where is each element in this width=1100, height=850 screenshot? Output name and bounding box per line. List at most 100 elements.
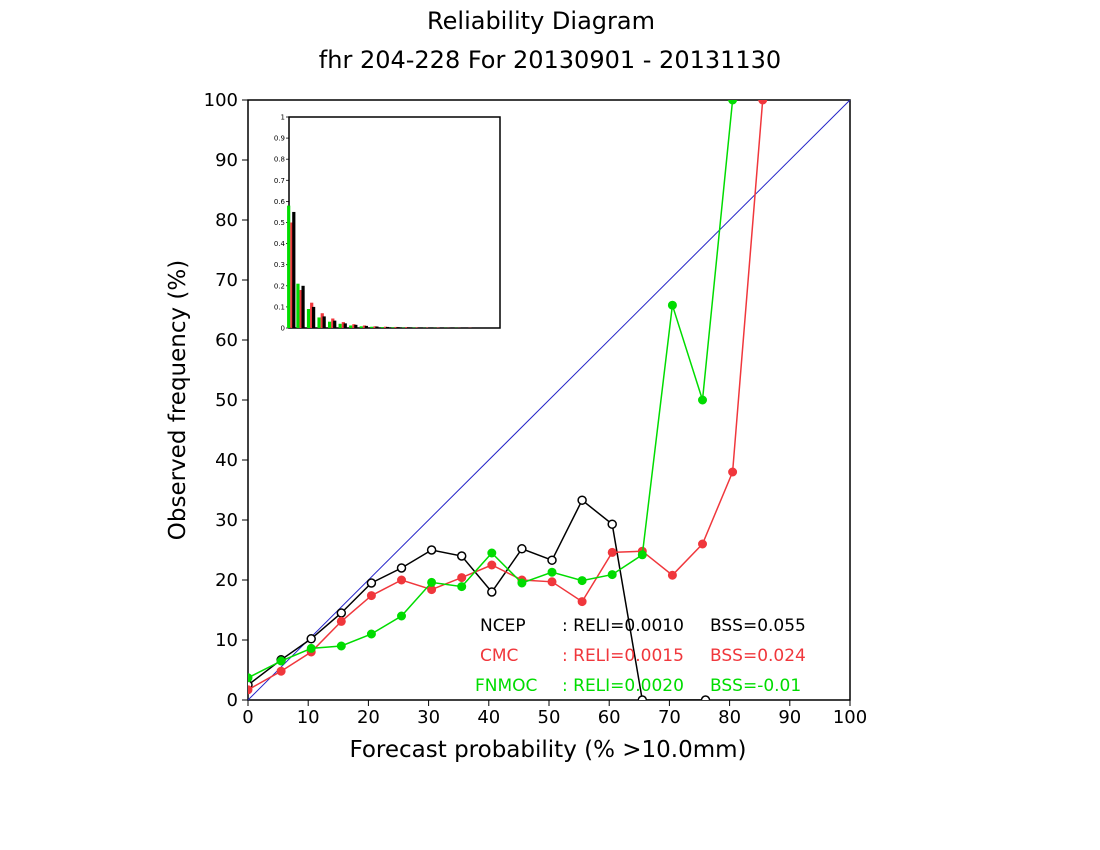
- data-point-cmc: [728, 467, 738, 477]
- inset-y-tick-label: 0.3: [274, 261, 285, 269]
- y-tick-label: 90: [215, 150, 238, 171]
- inset-bar-ncep: [364, 325, 368, 328]
- series-line-cmc: [248, 100, 764, 691]
- legend-bss-ncep: BSS=0.055: [710, 616, 806, 636]
- data-point-fnmoc: [577, 576, 587, 586]
- inset-bar-ncep: [354, 324, 358, 328]
- y-tick-label: 20: [215, 570, 238, 591]
- data-point-fnmoc: [427, 577, 437, 587]
- data-point-fnmoc: [248, 673, 253, 683]
- inset-bar-fnmoc: [380, 327, 384, 328]
- data-point-ncep: [396, 563, 407, 573]
- inset-bar-fnmoc: [328, 321, 332, 328]
- data-point-ncep: [517, 544, 527, 554]
- x-tick-label: 50: [538, 707, 561, 728]
- inset-y-tick-label: 0.1: [274, 303, 285, 311]
- inset-bar-cmc: [394, 326, 398, 328]
- data-point-cmc: [547, 577, 557, 587]
- inset-bar-fnmoc: [391, 327, 395, 328]
- inset-bar-cmc: [341, 322, 345, 328]
- inset-bar-ncep: [406, 327, 411, 328]
- chart-title: Reliability Diagram: [427, 7, 655, 35]
- y-tick-label: 40: [215, 450, 238, 471]
- inset-bar-fnmoc: [349, 325, 353, 328]
- inset-bar-ncep: [292, 211, 296, 328]
- plot-frame: [247, 99, 851, 701]
- inset-bar-fnmoc: [317, 317, 321, 328]
- y-tick-label: 50: [215, 390, 238, 411]
- legend-bss-cmc: BSS=0.024: [710, 646, 806, 666]
- inset-bar-fnmoc: [370, 326, 374, 328]
- inset-y-tick-label: 0.9: [274, 135, 285, 143]
- data-point-ncep: [306, 634, 316, 644]
- stats-legend: NCEP : RELI=0.0010 BSS=0.055 CMC : RELI=…: [475, 616, 806, 696]
- y-tick-label: 0: [227, 690, 238, 711]
- inset-bar-ncep: [385, 326, 390, 328]
- inset-bar-ncep: [333, 320, 337, 328]
- x-axis-label: Forecast probability (% >10.0mm): [349, 737, 746, 763]
- inset-bar-cmc: [299, 290, 303, 328]
- legend-name-fnmoc: FNMOC: [475, 676, 537, 696]
- data-point-fnmoc: [306, 643, 316, 653]
- inset-y-tick-label: 0.5: [274, 219, 285, 227]
- legend-bss-fnmoc: BSS=-0.01: [710, 676, 801, 696]
- inset-y-tick-label: 1: [281, 114, 285, 122]
- inset-bar-cmc: [290, 222, 294, 328]
- data-point-cmc: [607, 547, 617, 557]
- data-point-fnmoc: [547, 567, 557, 577]
- inset-bar-ncep: [396, 327, 400, 328]
- inset-bar-cmc: [383, 326, 388, 328]
- data-point-fnmoc: [667, 300, 677, 310]
- inset-bar-fnmoc: [338, 323, 342, 328]
- data-point-ncep: [487, 587, 497, 597]
- series-ncep: [248, 495, 711, 700]
- data-point-fnmoc: [698, 395, 708, 405]
- data-point-ncep: [700, 695, 711, 700]
- data-point-fnmoc: [637, 550, 647, 560]
- inset-bar-cmc: [331, 318, 335, 328]
- chart-subtitle: fhr 204-228 For 20130901 - 20131130: [319, 46, 781, 74]
- data-point-cmc: [248, 685, 253, 695]
- inset-y-tick-label: 0: [281, 325, 285, 333]
- data-point-cmc: [457, 573, 467, 583]
- inset-bar-fnmoc: [296, 283, 300, 328]
- inset-bar-ncep: [375, 326, 379, 328]
- x-axis-ticks: 0 10 20 30 40 50 60 70 80 90 100: [242, 700, 867, 728]
- legend-name-cmc: CMC: [480, 646, 518, 666]
- inset-y-tick-label: 0.8: [274, 156, 285, 164]
- data-point-ncep: [426, 545, 437, 555]
- legend-name-ncep: NCEP: [480, 616, 526, 636]
- data-point-fnmoc: [366, 629, 376, 639]
- inset-bar-ncep: [312, 306, 316, 328]
- x-tick-label: 60: [598, 707, 621, 728]
- inset-y-tick-label: 0.4: [274, 240, 286, 248]
- data-point-cmc: [667, 570, 677, 580]
- data-point-ncep: [577, 495, 587, 505]
- inset-bar-fnmoc: [306, 309, 311, 328]
- data-point-fnmoc: [487, 548, 497, 558]
- y-tick-label: 100: [204, 90, 238, 111]
- inset-bar-cmc: [320, 313, 324, 328]
- inset-histogram: 0 0.1 0.2 0.3 0.4 0.5 0.6 0.7 0.8 0.9 1: [274, 114, 501, 333]
- inset-bar-ncep: [322, 316, 326, 328]
- data-point-cmc: [336, 616, 346, 626]
- data-point-ncep: [637, 695, 648, 700]
- data-point-fnmoc: [336, 641, 346, 651]
- inset-y-tick-label: 0.6: [274, 198, 286, 206]
- x-tick-label: 0: [242, 707, 253, 728]
- inset-bar-cmc: [415, 327, 419, 328]
- data-point-fnmoc: [728, 100, 738, 105]
- inset-bar-cmc: [310, 302, 314, 328]
- series-fnmoc: [248, 100, 738, 683]
- y-tick-label: 70: [215, 270, 238, 291]
- legend-reli-fnmoc: : RELI=0.0020: [562, 676, 684, 696]
- data-point-fnmoc: [276, 656, 286, 666]
- x-tick-label: 70: [658, 707, 681, 728]
- data-point-cmc: [487, 560, 497, 570]
- y-axis-label: Observed frequency (%): [165, 260, 191, 540]
- data-point-cmc: [366, 591, 376, 601]
- data-point-ncep: [336, 608, 347, 618]
- inset-bar-cmc: [362, 325, 367, 328]
